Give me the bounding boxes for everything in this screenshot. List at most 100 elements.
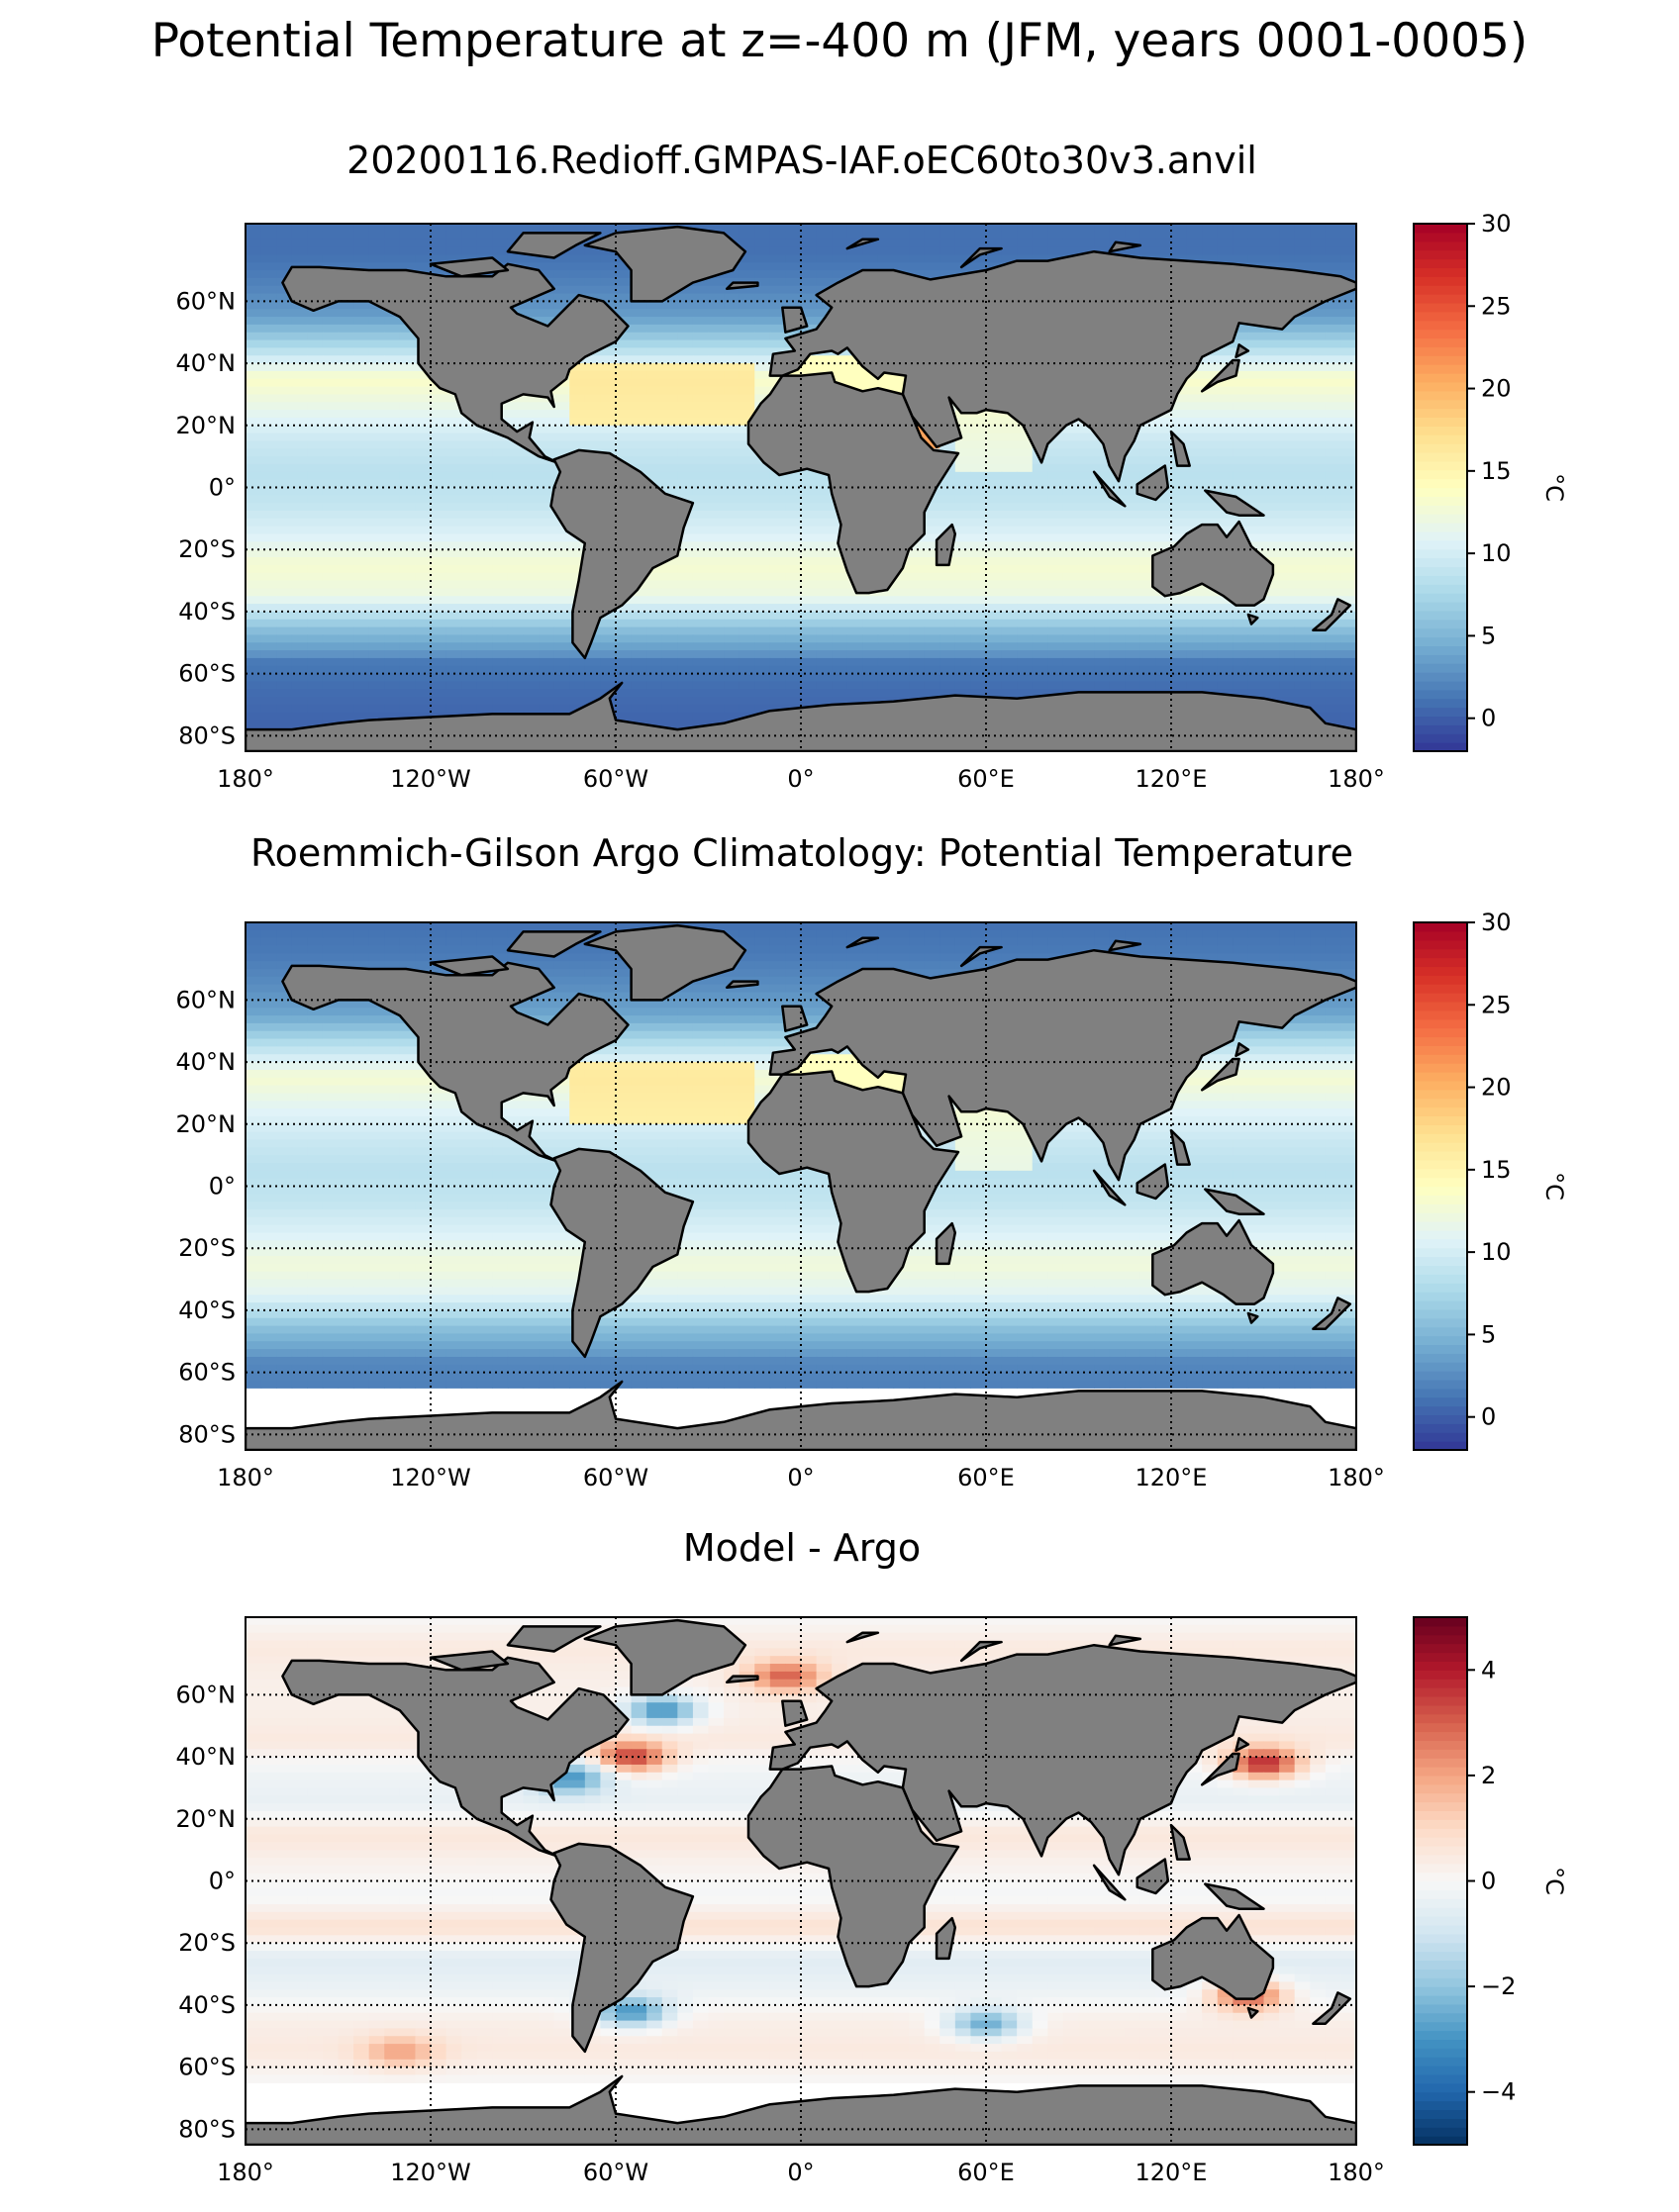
data-cell <box>307 224 324 233</box>
data-cell <box>801 309 818 318</box>
data-cell <box>785 533 802 542</box>
data-cell <box>507 697 525 706</box>
data-cell <box>816 526 833 535</box>
data-cell <box>646 712 663 721</box>
data-cell <box>322 378 340 388</box>
data-cell <box>832 270 848 279</box>
data-cell <box>260 487 277 496</box>
data-cell <box>307 239 324 248</box>
data-cell <box>970 495 987 504</box>
data-cell <box>616 681 633 690</box>
data-cell <box>1032 689 1048 698</box>
data-cell <box>769 619 787 628</box>
data-cell <box>399 425 417 434</box>
data-cell <box>631 642 647 651</box>
data-cell <box>507 410 525 419</box>
data-cell <box>724 479 741 489</box>
data-cell <box>307 511 324 520</box>
data-cell <box>415 224 432 233</box>
data-cell <box>600 293 617 302</box>
colorbar-segment <box>1414 443 1467 453</box>
data-cell <box>1310 549 1327 558</box>
data-cell <box>307 463 324 473</box>
data-cell <box>1047 657 1064 667</box>
data-cell <box>1171 433 1188 442</box>
data-cell <box>646 378 663 388</box>
data-cell <box>415 704 432 714</box>
data-cell <box>769 324 787 334</box>
data-cell <box>1155 526 1172 535</box>
data-cell <box>1186 394 1203 403</box>
data-cell <box>708 619 725 628</box>
data-cell <box>1279 410 1296 419</box>
data-cell <box>739 440 755 449</box>
data-cell <box>415 495 432 504</box>
data-cell <box>661 650 678 659</box>
data-cell <box>1109 596 1126 605</box>
data-cell <box>816 673 833 683</box>
data-cell <box>1078 471 1095 481</box>
data-cell <box>769 518 787 528</box>
data-cell <box>507 596 525 605</box>
data-cell <box>769 564 787 574</box>
map-panel-1: 180° 120°W 60°W 0° 60°E 120°E 180°60°N40°N20°N… <box>176 223 1385 793</box>
data-cell <box>877 378 895 388</box>
data-cell <box>338 619 354 628</box>
data-cell <box>476 580 493 589</box>
data-cell <box>801 262 818 271</box>
data-cell <box>832 604 848 613</box>
y-tick-label: 0° <box>209 474 236 502</box>
data-cell <box>1062 425 1080 434</box>
data-cell <box>724 301 741 310</box>
data-cell <box>769 673 787 683</box>
data-cell <box>1094 448 1111 457</box>
data-cell <box>1171 642 1188 651</box>
data-cell <box>739 309 755 318</box>
data-cell <box>1078 425 1095 434</box>
data-cell <box>970 440 987 449</box>
data-cell <box>1310 425 1327 434</box>
data-cell <box>353 712 370 721</box>
data-cell <box>291 580 308 589</box>
data-cell <box>893 246 910 255</box>
data-cell <box>276 580 293 589</box>
data-cell <box>1155 239 1172 248</box>
colorbar-segment <box>1414 654 1467 664</box>
data-cell <box>1247 363 1265 372</box>
data-cell <box>1310 309 1327 318</box>
data-cell <box>307 309 324 318</box>
data-cell <box>816 634 833 643</box>
data-cell <box>353 495 370 504</box>
data-cell <box>492 657 509 667</box>
data-cell <box>1263 246 1280 255</box>
data-cell <box>353 588 370 597</box>
data-cell <box>368 704 385 714</box>
data-cell <box>368 588 385 597</box>
data-cell <box>492 673 509 683</box>
y-tick-label: 20°N <box>176 412 237 439</box>
data-cell <box>1294 619 1311 628</box>
data-cell <box>739 270 755 279</box>
data-cell <box>461 456 478 465</box>
data-cell <box>1247 657 1265 667</box>
data-cell <box>415 239 432 248</box>
data-cell <box>276 665 293 675</box>
data-cell <box>322 479 340 489</box>
data-cell <box>415 503 432 512</box>
data-cell <box>754 611 771 621</box>
data-cell <box>924 596 940 605</box>
data-cell <box>1202 254 1219 263</box>
data-cell <box>754 634 771 643</box>
data-cell <box>754 332 771 341</box>
data-cell <box>1325 239 1342 248</box>
data-cell <box>368 394 385 403</box>
data-cell <box>1325 541 1342 550</box>
data-cell <box>338 626 354 636</box>
data-cell <box>1294 386 1311 396</box>
data-cell <box>246 378 262 388</box>
data-cell <box>1217 355 1234 364</box>
data-cell <box>338 471 354 481</box>
data-cell <box>322 433 340 442</box>
data-cell <box>769 549 787 558</box>
data-cell <box>785 270 802 279</box>
